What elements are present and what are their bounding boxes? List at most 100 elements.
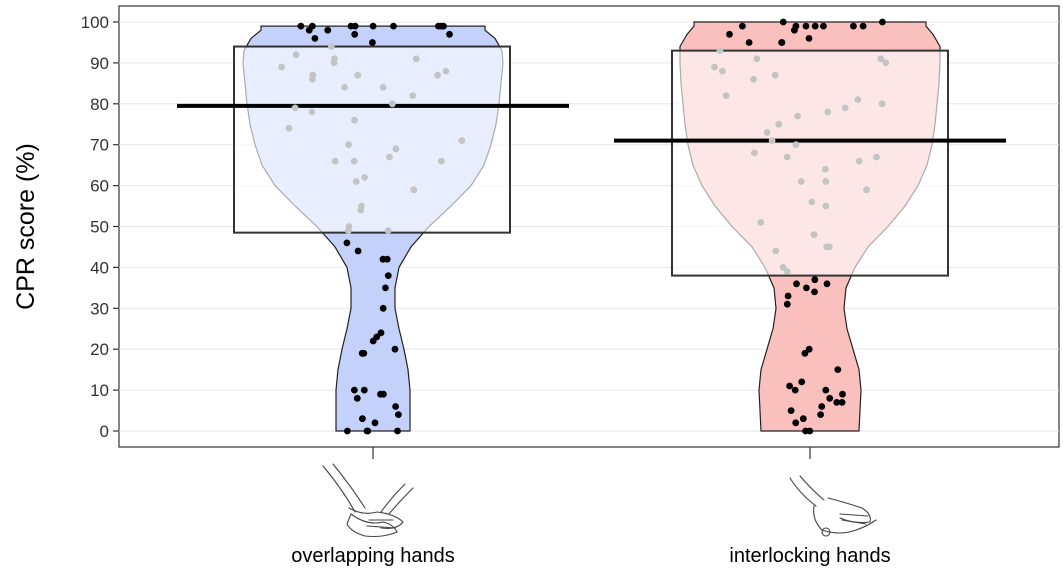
data-point [823,280,831,288]
data-point [753,55,761,63]
data-point [351,116,358,124]
data-point [803,284,810,292]
data-point [726,30,733,38]
data-point [351,30,359,38]
data-point [309,75,316,83]
x-axis: overlapping hands interlocking hands [291,447,891,567]
data-point [817,411,824,418]
data-point [775,120,783,128]
data-point [344,427,351,435]
data-point [787,407,795,414]
data-point [369,337,377,345]
data-point [722,92,730,99]
y-tick-label: 30 [90,299,109,318]
data-point [873,153,880,161]
data-point [369,22,377,30]
data-point [850,22,857,30]
data-point [802,22,810,30]
data-point [808,198,816,206]
data-point [859,22,867,30]
data-point [389,100,396,108]
y-tick-label: 80 [90,95,109,114]
data-point [434,71,441,79]
data-point [805,345,813,353]
data-point [793,280,800,288]
data-point [745,39,753,46]
data-point [392,145,400,153]
data-point [394,427,401,435]
data-point [380,390,387,398]
data-point [446,30,453,38]
data-point [818,403,826,410]
data-point [783,300,791,308]
data-point [750,75,757,83]
data-point [821,165,829,173]
data-point [784,268,791,275]
data-point [763,129,771,136]
data-point [384,227,392,235]
overlapping-hands-icon [322,463,414,538]
data-point [324,26,332,34]
y-tick-label: 0 [100,422,109,441]
data-point [878,100,886,108]
data-point [360,386,368,394]
data-point [811,22,819,30]
data-point [784,292,792,300]
data-point [833,399,841,406]
y-tick-label: 40 [90,258,109,277]
data-point [347,22,355,30]
interlocking-hands-icon [789,475,877,537]
data-point [797,178,805,185]
data-point [768,137,776,145]
data-point [341,84,348,91]
data-point [757,219,765,226]
data-point [838,399,846,406]
data-point [345,141,352,149]
data-point [882,59,890,67]
data-point [437,157,445,165]
data-point [711,63,718,71]
data-point [343,239,351,247]
data-point [353,394,361,402]
data-point [330,59,338,67]
data-point [798,378,806,386]
data-point [839,390,846,398]
data-point [739,22,746,30]
y-axis-ticks: 0 10 20 30 40 50 60 70 80 90 100 [81,13,119,441]
data-point [357,206,365,214]
data-point [361,174,368,181]
data-point [383,255,391,263]
data-point [877,55,885,63]
data-point [354,71,362,79]
data-point [297,22,305,30]
data-point [811,276,819,284]
data-point [854,96,862,104]
data-point [382,284,389,292]
data-point [412,55,420,63]
data-point [791,386,799,394]
data-point [354,247,362,255]
data-point [805,35,813,42]
data-point [379,304,387,312]
data-point [371,419,379,427]
data-point [810,231,818,239]
data-point [390,22,397,30]
data-point [841,104,849,112]
data-point [292,51,300,59]
data-point [772,247,780,255]
y-tick-label: 60 [90,177,109,196]
data-point [369,39,376,46]
data-point [386,153,393,161]
box-outline-1 [233,45,511,234]
data-point [792,141,800,149]
data-point [771,71,779,79]
x-category-label: overlapping hands [291,545,454,567]
data-point [395,411,402,418]
y-tick-label: 50 [90,218,109,237]
data-point [779,264,787,271]
data-point [391,345,399,353]
data-point [379,84,387,91]
data-point [811,288,818,296]
y-tick-label: 70 [90,136,109,155]
